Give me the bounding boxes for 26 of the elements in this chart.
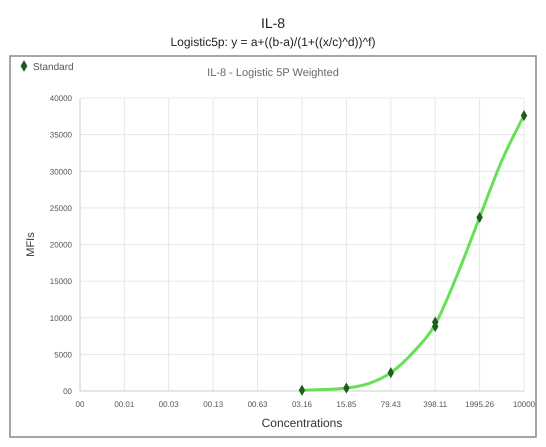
x-tick-label: 00.01 [114,400,135,409]
x-tick-label: 10000 [512,400,536,409]
x-tick-label: 00.13 [203,400,224,409]
y-tick-label: 35000 [50,130,73,140]
legend-label: Standard [33,62,74,73]
x-tick-label: 79.43 [380,400,402,409]
y-tick-label: 20000 [50,240,73,250]
y-tick-label: 00 [63,387,73,396]
y-tick-label: 25000 [50,204,73,213]
x-tick-label: 00.03 [158,400,180,409]
x-tick-label: 03.16 [292,400,313,409]
y-tick-label: 40000 [50,94,73,103]
x-tick-label: 00.63 [248,400,268,409]
x-tick-label: 00 [76,400,85,409]
x-tick-label: 1995.26 [465,400,495,409]
y-tick-label: 30000 [50,167,73,176]
x-axis-title: Concentrations [262,416,342,430]
y-tick-label: 15000 [50,277,73,286]
y-tick-label: 10000 [50,314,73,323]
text: IL-8 - Logistic 5P Weighted [207,67,339,79]
y-tick-label: 5000 [54,350,73,360]
chart-title: IL-8 [260,15,286,31]
x-tick-label: 398.11 [423,400,448,409]
y-axis-title: MFIs [25,232,37,257]
x-tick-label: 15.85 [336,400,357,409]
chart-subtitle: Logistic5p: y = a+((b-a)/(1+((x/c)^d))^f) [170,35,376,49]
